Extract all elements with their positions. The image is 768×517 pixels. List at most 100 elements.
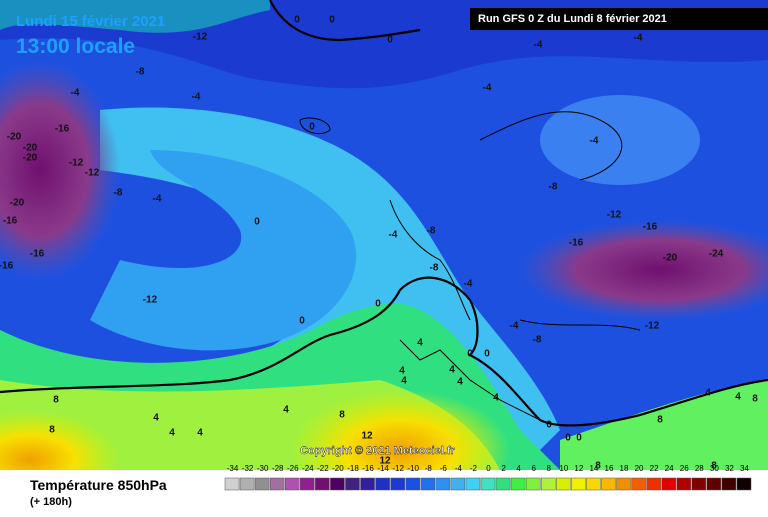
legend-label: -30 bbox=[257, 464, 269, 473]
legend-label: -26 bbox=[287, 464, 299, 473]
legend-swatch bbox=[390, 477, 405, 491]
contour-label: -12 bbox=[193, 32, 208, 43]
legend-label: 24 bbox=[665, 464, 674, 473]
contour-label: 12 bbox=[361, 431, 373, 442]
legend-swatch bbox=[269, 477, 285, 491]
legend-label: -4 bbox=[455, 464, 463, 473]
legend-swatch bbox=[540, 477, 556, 491]
contour-label: -12 bbox=[69, 158, 84, 169]
contour-label: 0 bbox=[484, 349, 490, 360]
contour-label: 4 bbox=[417, 338, 423, 349]
field-subtitle: (+ 180h) bbox=[30, 496, 72, 508]
contour-label: -16 bbox=[30, 249, 45, 260]
legend-label: -18 bbox=[347, 464, 359, 473]
contour-label: 0 bbox=[576, 433, 582, 444]
legend-label: 12 bbox=[574, 464, 583, 473]
time-title: 13:00 locale bbox=[16, 35, 135, 58]
run-info: Run GFS 0 Z du Lundi 8 février 2021 bbox=[478, 13, 667, 25]
contour-labels: 0 0-12 0-8-4-4-4 -4-40-20-16-20-20 -12-12-8-… bbox=[0, 15, 758, 472]
legend-label: 16 bbox=[605, 464, 614, 473]
legend-swatch bbox=[676, 477, 692, 491]
contour-label: 4 bbox=[283, 405, 289, 416]
contour-label: 0 bbox=[329, 15, 335, 26]
legend-label: 26 bbox=[680, 464, 689, 473]
contour-label: -24 bbox=[709, 249, 724, 260]
legend-swatch bbox=[721, 477, 737, 491]
legend-swatch bbox=[224, 477, 240, 491]
copyright: Copyright © 2021 Meteociel.fr bbox=[300, 445, 456, 457]
contour-label: 8 bbox=[53, 395, 59, 406]
legend-label: 4 bbox=[516, 464, 521, 473]
contour-label: 0 bbox=[299, 316, 305, 327]
legend-label: 18 bbox=[620, 464, 629, 473]
contour-label: -8 bbox=[430, 263, 439, 274]
contour-label: 8 bbox=[49, 425, 55, 436]
contour-label: 8 bbox=[711, 461, 717, 472]
legend-swatch bbox=[495, 477, 511, 491]
contour-label: -8 bbox=[549, 182, 558, 193]
legend-label: -22 bbox=[317, 464, 329, 473]
contour-label: -16 bbox=[55, 124, 70, 135]
legend-label: -14 bbox=[377, 464, 389, 473]
contour-label: 0 bbox=[387, 35, 393, 46]
legend-swatch bbox=[405, 477, 420, 491]
contour-label: -4 bbox=[483, 83, 492, 94]
contour-label: -8 bbox=[114, 188, 123, 199]
legend-label: 14 bbox=[589, 464, 598, 473]
legend-swatch bbox=[525, 477, 541, 491]
contour-label: -20 bbox=[7, 132, 22, 143]
contour-label: -12 bbox=[85, 168, 100, 179]
legend-swatch bbox=[375, 477, 390, 491]
legend-swatch bbox=[571, 477, 586, 491]
legend-label: 30 bbox=[710, 464, 719, 473]
contour-label: 12 bbox=[379, 456, 391, 467]
legend-swatch bbox=[480, 477, 496, 491]
contour-label: -20 bbox=[23, 153, 38, 164]
legend-swatch bbox=[450, 477, 466, 491]
legend-swatch bbox=[510, 477, 526, 491]
contour-label: -4 bbox=[534, 40, 543, 51]
legend-label: 32 bbox=[725, 464, 734, 473]
contour-label: -4 bbox=[464, 279, 473, 290]
contour-label: 0 bbox=[309, 122, 315, 133]
date-title: Lundi 15 février 2021 bbox=[16, 13, 165, 30]
contour-label: 0 bbox=[254, 217, 260, 228]
legend-label: -24 bbox=[302, 464, 314, 473]
contour-label: 8 bbox=[595, 461, 601, 472]
legend-swatch bbox=[345, 477, 360, 491]
contour-label: 4 bbox=[169, 428, 175, 439]
legend-swatch bbox=[435, 477, 451, 491]
run-banner bbox=[470, 8, 768, 30]
contour-label: 0 bbox=[467, 349, 473, 360]
legend-label: -10 bbox=[407, 464, 419, 473]
contour-label: 8 bbox=[657, 415, 663, 426]
contour-label: -4 bbox=[71, 88, 80, 99]
contour-label: 4 bbox=[735, 392, 741, 403]
legend-swatch bbox=[360, 477, 375, 491]
legend-swatch bbox=[556, 477, 571, 491]
footer bbox=[0, 470, 768, 512]
contour-label: -4 bbox=[510, 321, 519, 332]
legend-swatch bbox=[736, 477, 752, 491]
contour-label: -12 bbox=[607, 210, 622, 221]
legend-label: -28 bbox=[272, 464, 284, 473]
contour-label: 4 bbox=[153, 413, 159, 424]
legend-label: -34 bbox=[227, 464, 239, 473]
contour-label: 0 bbox=[294, 15, 300, 26]
legend-label: -8 bbox=[425, 464, 433, 473]
legend-swatch bbox=[706, 477, 722, 491]
legend-swatch bbox=[646, 477, 661, 491]
contour-label: -20 bbox=[10, 198, 25, 209]
contour-label: 4 bbox=[457, 377, 463, 388]
legend-label: 34 bbox=[740, 464, 749, 473]
legend-swatch bbox=[254, 477, 270, 491]
legend-label: 6 bbox=[531, 464, 536, 473]
legend-swatch bbox=[586, 477, 601, 491]
legend-label: -16 bbox=[362, 464, 374, 473]
contour-label: -4 bbox=[389, 230, 398, 241]
legend-swatch bbox=[601, 477, 616, 491]
legend-label: 2 bbox=[501, 464, 506, 473]
contour-label: 4 bbox=[399, 366, 405, 377]
contour-label: -8 bbox=[533, 335, 542, 346]
